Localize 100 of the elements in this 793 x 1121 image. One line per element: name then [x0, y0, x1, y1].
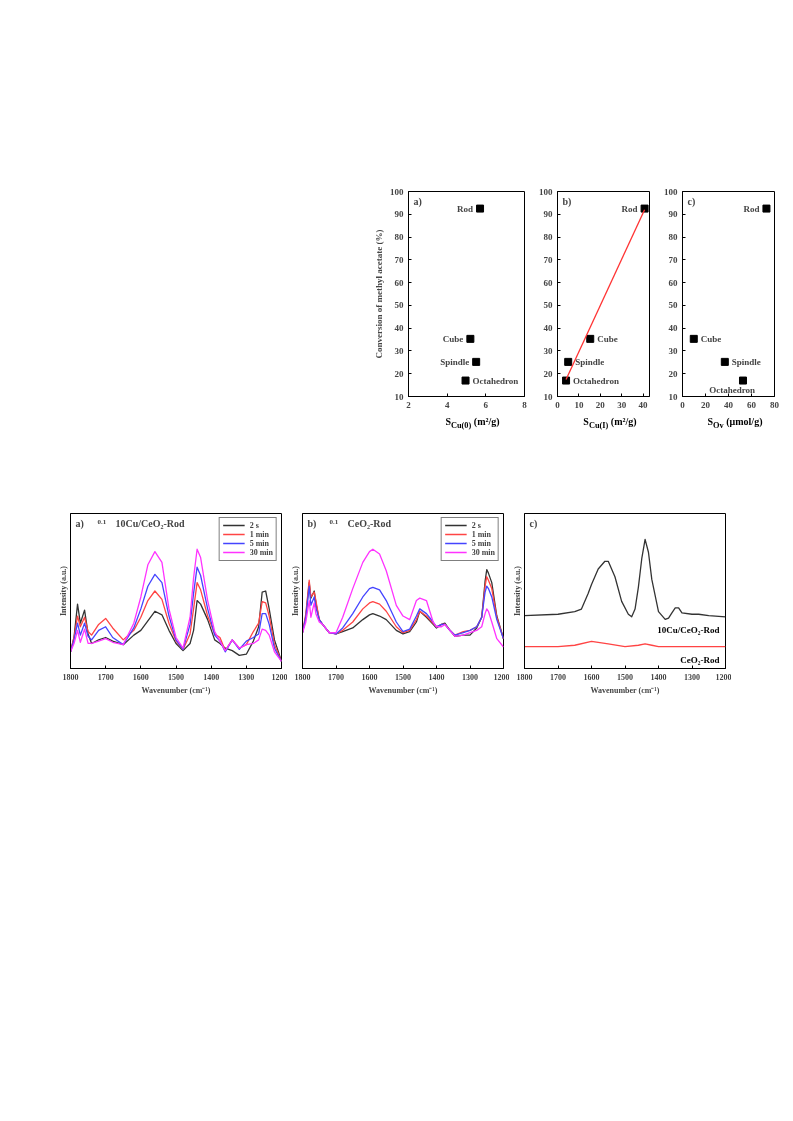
y-tick-label: 10: [543, 391, 553, 402]
x-tick-label: 40: [638, 399, 649, 410]
point: [640, 204, 649, 213]
x-tick-label: 1800: [294, 672, 311, 682]
x-tick-label: 20: [595, 399, 606, 410]
annotation: Cube: [597, 333, 618, 344]
x-tick-label: 0: [680, 399, 686, 410]
y-tick-label: 80: [543, 232, 553, 243]
x-tick-label: 6: [483, 399, 489, 410]
chart-title: b): [562, 195, 572, 208]
y-tick-label: 40: [668, 323, 678, 334]
x-tick-label: 1300: [462, 672, 478, 682]
legend-label: 30 min: [249, 547, 273, 557]
x-tick-label: 20: [701, 399, 711, 410]
chart-title: a): [413, 195, 422, 208]
chart-title: a): [75, 517, 84, 530]
series-label: 10Cu/CeO₂-Rod: [657, 624, 720, 635]
x-tick-label: 1800: [516, 672, 533, 682]
x-tick-label: 1500: [395, 672, 411, 682]
x-axis-title: Wavenumber (cm⁻¹): [368, 685, 438, 695]
x-axis-title: Wavenumber (cm⁻¹): [141, 685, 211, 695]
y-tick-label: 40: [543, 323, 553, 334]
legend-label: 5 min: [471, 538, 492, 548]
annotation: Rod: [621, 203, 638, 214]
annotation: Octahedron: [573, 375, 619, 386]
chart-subtitle: CeO₂-Rod: [347, 517, 392, 529]
x-tick-label: 40: [724, 399, 734, 410]
annotation: Spindle: [440, 356, 470, 367]
x-tick-label: 1500: [168, 672, 184, 682]
y-tick-label: 50: [668, 300, 678, 311]
y-tick-label: 50: [394, 300, 404, 311]
legend-label: 1 min: [471, 529, 492, 539]
legend-label: 5 min: [249, 538, 270, 548]
annotation: Spindle: [731, 356, 761, 367]
annotation: Cube: [442, 333, 464, 344]
chart-title: b): [307, 517, 317, 530]
annotation: Rod: [457, 203, 474, 214]
x-tick-label: 10: [574, 399, 584, 410]
y-tick-label: 40: [394, 323, 404, 334]
y-axis-title: Intensity (a.u.): [290, 565, 300, 616]
x-tick-label: 1600: [583, 672, 600, 682]
legend-label: 1 min: [249, 529, 270, 539]
point: [738, 376, 747, 385]
x-tick-label: 1700: [328, 672, 344, 682]
y-tick-label: 70: [543, 254, 553, 265]
x-tick-label: 1300: [238, 672, 255, 682]
y-tick-label: 70: [668, 254, 678, 265]
chart-title: c): [687, 195, 696, 208]
point: [466, 334, 475, 343]
x-tick-label: 1700: [550, 672, 566, 682]
point: [476, 204, 485, 213]
x-tick-label: 1400: [203, 672, 220, 682]
annotation: Octahedron: [709, 384, 755, 395]
y-tick-label: 90: [543, 209, 553, 220]
x-tick-label: 1700: [97, 672, 114, 682]
chart-title: c): [529, 517, 538, 530]
legend-label: 2 s: [249, 520, 260, 530]
y-axis-title: Conversion of methyl acetate (%): [374, 229, 384, 359]
y-tick-label: 20: [543, 368, 553, 379]
point: [720, 357, 729, 366]
point: [472, 357, 481, 366]
x-axis-title: Wavenumber (cm⁻¹): [590, 685, 660, 695]
y-tick-label: 20: [394, 368, 404, 379]
y-tick-label: 90: [394, 209, 404, 220]
y-tick-label: 60: [543, 277, 553, 288]
x-tick-label: 1300: [684, 672, 700, 682]
x-tick-label: 1200: [715, 672, 732, 682]
y-tick-label: 100: [390, 186, 404, 197]
series-label: CeO₂-Rod: [680, 654, 720, 665]
x-tick-label: 1800: [62, 672, 79, 682]
x-tick-label: 1500: [617, 672, 633, 682]
x-axis-title: S$_{Cu(0)}$ (m²/g): [445, 415, 500, 432]
x-tick-label: 1600: [361, 672, 378, 682]
point: [586, 334, 595, 343]
y-tick-label: 70: [394, 254, 404, 265]
y-tick-label: 60: [668, 277, 678, 288]
y-tick-label: 10: [668, 391, 678, 402]
x-tick-label: 4: [444, 399, 450, 410]
x-tick-label: 1600: [132, 672, 149, 682]
x-tick-label: 60: [747, 399, 757, 410]
y-tick-label: 50: [543, 300, 553, 311]
y-tick-label: 10: [394, 391, 404, 402]
x-tick-label: 80: [770, 399, 780, 410]
x-tick-label: 0: [555, 399, 561, 410]
x-tick-label: 8: [522, 399, 528, 410]
point: [562, 376, 571, 385]
y-tick-label: 100: [664, 186, 678, 197]
x-tick-label: 1200: [493, 672, 510, 682]
annotation: Cube: [700, 333, 722, 344]
legend-label: 30 min: [471, 547, 495, 557]
annotation: Spindle: [575, 356, 605, 367]
annotation: Octahedron: [472, 375, 519, 386]
x-axis-title: S$_{Cu(I)}$ (m²/g): [583, 415, 637, 432]
point: [689, 334, 698, 343]
y-tick-label: 80: [394, 232, 404, 243]
y-tick-label: 80: [668, 232, 678, 243]
chart-subtitle: 10Cu/CeO₂-Rod: [115, 517, 186, 529]
y-axis-title: Intensity (a.u.): [512, 565, 522, 616]
y-tick-label: 30: [668, 345, 678, 356]
y-tick-label: 30: [543, 345, 553, 356]
